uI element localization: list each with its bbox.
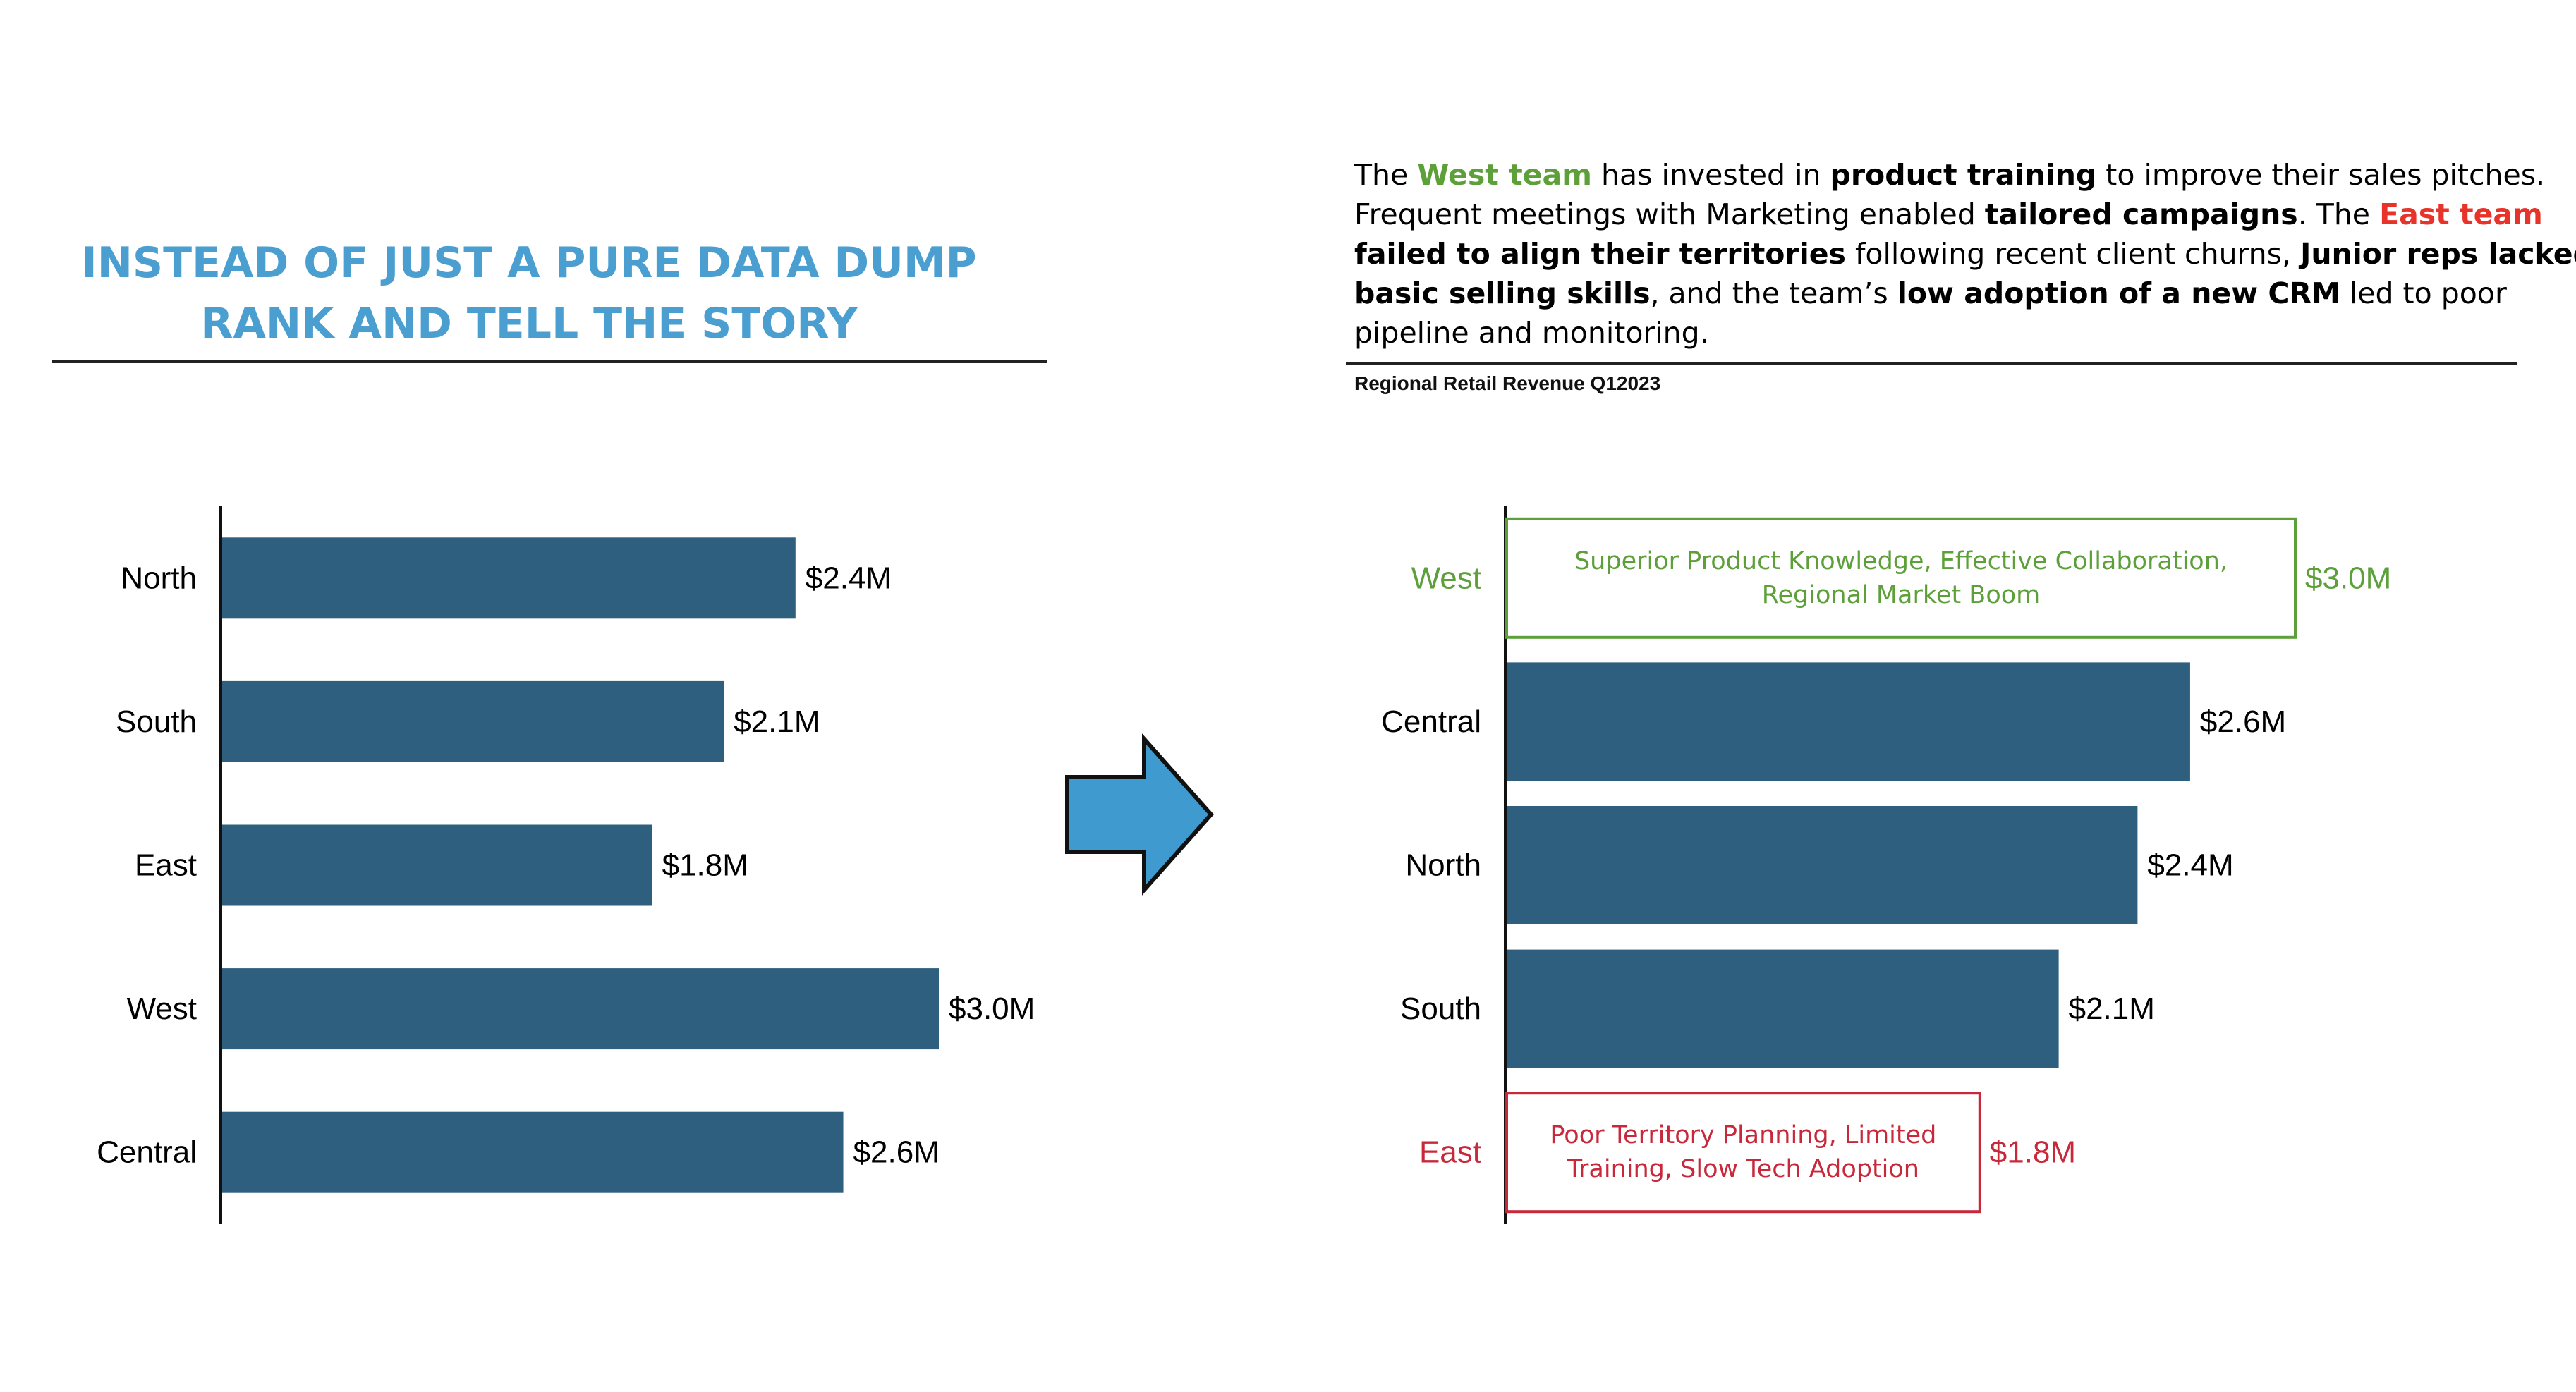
story-text: . The — [2297, 197, 2380, 231]
bar-annotation: Poor Territory Planning, Limited — [1550, 1121, 1936, 1149]
story-text: The — [1354, 158, 1418, 192]
east-team-highlight: East team — [2379, 197, 2543, 231]
value-label: $2.1M — [734, 704, 820, 739]
category-label: South — [116, 704, 197, 739]
headline-line-1: INSTEAD OF JUST A PURE DATA DUMP — [81, 238, 977, 288]
story-emphasis: failed to align their territories — [1354, 237, 1846, 271]
story-line-4: basic selling skills, and the team’s low… — [1354, 274, 2525, 313]
story-emphasis: basic selling skills — [1354, 276, 1651, 310]
bar-outline-west — [1505, 517, 2297, 639]
bar-north — [222, 537, 796, 619]
bar-south — [1507, 949, 2059, 1068]
bar-outline-east — [1505, 1092, 1981, 1214]
category-label: North — [121, 561, 197, 595]
bar-south — [222, 680, 724, 762]
headline-divider — [52, 360, 1047, 363]
story-text: led to poor — [2340, 276, 2507, 310]
category-label: West — [127, 991, 197, 1026]
bar-annotation: Superior Product Knowledge, Effective Co… — [1574, 547, 2228, 575]
story-line-1: The West team has invested in product tr… — [1354, 155, 2545, 195]
story-text: to improve their sales pitches. — [2096, 158, 2546, 192]
story-emphasis: Junior reps lacked — [2300, 237, 2576, 271]
story-divider — [1346, 362, 2517, 365]
value-label: $2.1M — [2069, 991, 2155, 1026]
bar-annotation: Training, Slow Tech Adoption — [1567, 1155, 1919, 1183]
story-text: pipeline and monitoring. — [1354, 316, 1709, 350]
category-label: Central — [1381, 704, 1481, 739]
value-label: $1.8M — [662, 848, 748, 883]
story-emphasis: low adoption of a new CRM — [1897, 276, 2340, 310]
category-label: South — [1400, 991, 1481, 1026]
category-label: East — [1419, 1135, 1481, 1170]
story-emphasis: tailored campaigns — [1984, 197, 2298, 231]
west-team-highlight: West team — [1417, 158, 1592, 192]
value-label: $2.6M — [2200, 704, 2286, 739]
story-text: following recent client churns, — [1845, 237, 2301, 271]
headline: INSTEAD OF JUST A PURE DATA DUMP RANK AN… — [42, 233, 1016, 354]
value-label: $3.0M — [949, 991, 1035, 1026]
story-line-5: pipeline and monitoring. — [1354, 313, 2525, 353]
story-line-2: Frequent meetings with Marketing enabled… — [1354, 195, 2543, 234]
story-emphasis: product training — [1830, 158, 2097, 192]
category-label: Central — [97, 1135, 197, 1170]
category-label: North — [1405, 848, 1481, 883]
category-label: East — [135, 848, 197, 883]
bar-central — [222, 1111, 844, 1193]
value-label: $1.8M — [1990, 1135, 2076, 1170]
story-line-3: failed to align their territories follow… — [1354, 234, 2576, 274]
chart-subtitle: Regional Retail Revenue Q12023 — [1354, 372, 1661, 394]
category-label: West — [1411, 561, 1481, 595]
bar-annotation: Regional Market Boom — [1762, 581, 2041, 609]
bar-north — [1507, 806, 2138, 924]
headline-line-2: RANK AND TELL THE STORY — [200, 299, 858, 348]
story-text: , and the team’s — [1650, 276, 1897, 310]
story-text: Frequent meetings with Marketing enabled — [1354, 197, 1985, 231]
bar-west — [222, 968, 939, 1050]
value-label: $2.6M — [853, 1135, 940, 1170]
bar-east — [222, 824, 652, 906]
value-label: $2.4M — [806, 561, 892, 595]
right-arrow-icon — [1065, 733, 1215, 896]
story-paragraph: The West team has invested in product tr… — [1354, 155, 2576, 353]
value-label: $2.4M — [2147, 848, 2233, 883]
value-label: $3.0M — [2305, 561, 2391, 595]
story-text: has invested in — [1591, 158, 1830, 192]
bar-central — [1507, 662, 2190, 781]
